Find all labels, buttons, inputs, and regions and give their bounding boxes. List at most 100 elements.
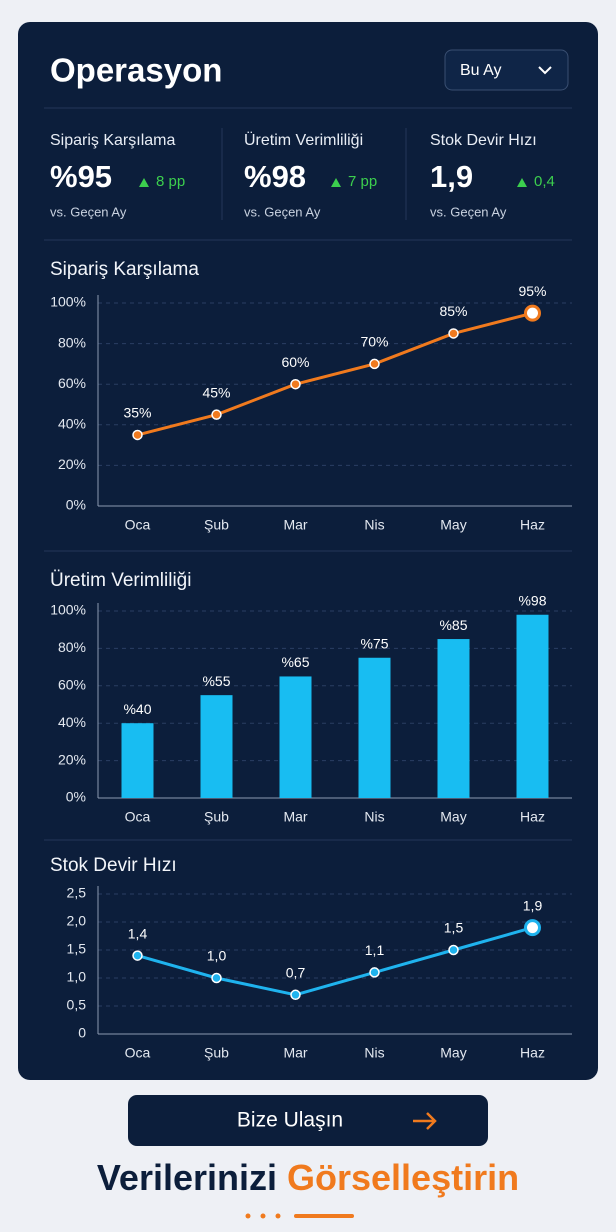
kpi-label: Stok Devir Hızı [430, 132, 537, 149]
kpi-comparison: vs. Geçen Ay [244, 204, 321, 219]
value-label: 1,5 [444, 920, 464, 936]
bar [279, 676, 312, 798]
kpi-value: %95 [50, 159, 112, 194]
y-tick-label: 20% [58, 456, 86, 472]
button-label: Bize Ulaşın [237, 1109, 343, 1132]
y-tick-label: 60% [58, 677, 86, 693]
point [132, 429, 143, 441]
bar [121, 723, 154, 798]
point [211, 972, 222, 984]
kpi-delta: 0,4 [534, 173, 555, 190]
kpi-label: Sipariş Karşılama [50, 132, 175, 149]
chart-title: Sipariş Karşılama [50, 259, 199, 280]
y-tick-label: 100% [50, 602, 86, 618]
y-tick-label: 40% [58, 714, 86, 730]
up-arrow [139, 178, 149, 187]
value-label: 35% [123, 405, 151, 421]
chart-title: Üretim Verimliliği [50, 570, 191, 591]
value-label: 85% [439, 303, 467, 319]
value-label: %98 [518, 592, 546, 608]
y-tick-label: 0% [66, 497, 86, 513]
contact-button[interactable]: Bize Ulaşın [128, 1095, 488, 1146]
x-tick-label: May [440, 1045, 466, 1061]
y-tick-label: 0,5 [67, 997, 87, 1013]
x-tick-label: Haz [520, 809, 545, 825]
value-label: 1,1 [365, 942, 385, 958]
y-tick-label: 2,0 [67, 913, 87, 929]
value-label: 45% [202, 384, 230, 400]
point [448, 944, 459, 956]
x-tick-label: May [440, 517, 466, 533]
bar [437, 639, 470, 798]
y-tick-label: 40% [58, 416, 86, 432]
bar [200, 695, 233, 798]
y-tick-label: 2,5 [67, 885, 87, 901]
period-label: Bu Ay [460, 62, 502, 79]
x-tick-label: Oca [125, 809, 151, 825]
kpi-value: 1,9 [430, 159, 473, 194]
value-label: %40 [123, 701, 151, 717]
y-tick-label: 60% [58, 375, 86, 391]
x-tick-label: Nis [364, 517, 384, 533]
y-tick-label: 80% [58, 639, 86, 655]
point [290, 989, 301, 1001]
point [448, 328, 459, 339]
value-label: 1,4 [128, 925, 148, 941]
value-label: 70% [360, 334, 388, 350]
footer-part: Görselleştirin [287, 1157, 519, 1198]
value-label: 95% [518, 283, 546, 299]
value-label: %55 [202, 673, 230, 689]
x-tick-label: Oca [125, 1045, 151, 1061]
y-tick-label: 80% [58, 334, 86, 350]
x-tick-label: May [440, 809, 466, 825]
x-tick-label: Haz [520, 517, 545, 533]
footer-headline: Verilerinizi Görselleştirin [97, 1157, 519, 1198]
point [290, 378, 301, 390]
value-label: %85 [439, 617, 467, 633]
kpi-comparison: vs. Geçen Ay [50, 204, 127, 219]
y-tick-label: 1,5 [67, 941, 87, 957]
bar [516, 614, 549, 798]
y-tick-label: 1,0 [67, 969, 87, 985]
period-dropdown[interactable]: Bu Ay [444, 49, 569, 91]
x-tick-label: Şub [204, 1045, 229, 1061]
x-tick-label: Nis [364, 1045, 384, 1061]
x-tick-label: Mar [283, 809, 307, 825]
x-tick-label: Şub [204, 809, 229, 825]
kpi-comparison: vs. Geçen Ay [430, 204, 507, 219]
x-tick-label: Nis [364, 809, 384, 825]
decoration [245, 1213, 354, 1219]
kpi: Sipariş Karşılama %95 8 pp vs. Geçen Ay [50, 132, 185, 219]
x-tick-label: Oca [125, 517, 151, 533]
y-tick-label: 100% [50, 294, 86, 310]
value-label: 0,7 [286, 965, 306, 981]
line [137, 311, 533, 437]
point [524, 304, 541, 322]
x-tick-label: Haz [520, 1045, 545, 1061]
y-tick-label: 0 [78, 1025, 86, 1041]
y-tick-label: 20% [58, 751, 86, 767]
x-tick-label: Mar [283, 1045, 307, 1061]
point [524, 919, 541, 937]
up-arrow [517, 178, 527, 187]
value-label: %75 [360, 635, 388, 651]
value-label: %65 [281, 654, 309, 670]
kpi: Stok Devir Hızı 1,9 0,4 vs. Geçen Ay [430, 132, 555, 219]
footer-part: Verilerinizi [97, 1157, 277, 1198]
bar [358, 657, 391, 798]
kpi: Üretim Verimliliği %98 7 pp vs. Geçen Ay [244, 131, 377, 219]
point [369, 967, 380, 978]
up-arrow [331, 178, 341, 187]
arrow-icon [413, 1112, 437, 1130]
kpi-delta: 7 pp [348, 173, 377, 190]
x-tick-label: Şub [204, 517, 229, 533]
chart-title: Stok Devir Hızı [50, 855, 177, 876]
value-label: 60% [281, 354, 309, 370]
y-tick-label: 0% [66, 789, 86, 805]
point [211, 409, 222, 420]
x-tick-label: Mar [283, 517, 307, 533]
point [132, 950, 143, 961]
chevron [538, 66, 552, 75]
